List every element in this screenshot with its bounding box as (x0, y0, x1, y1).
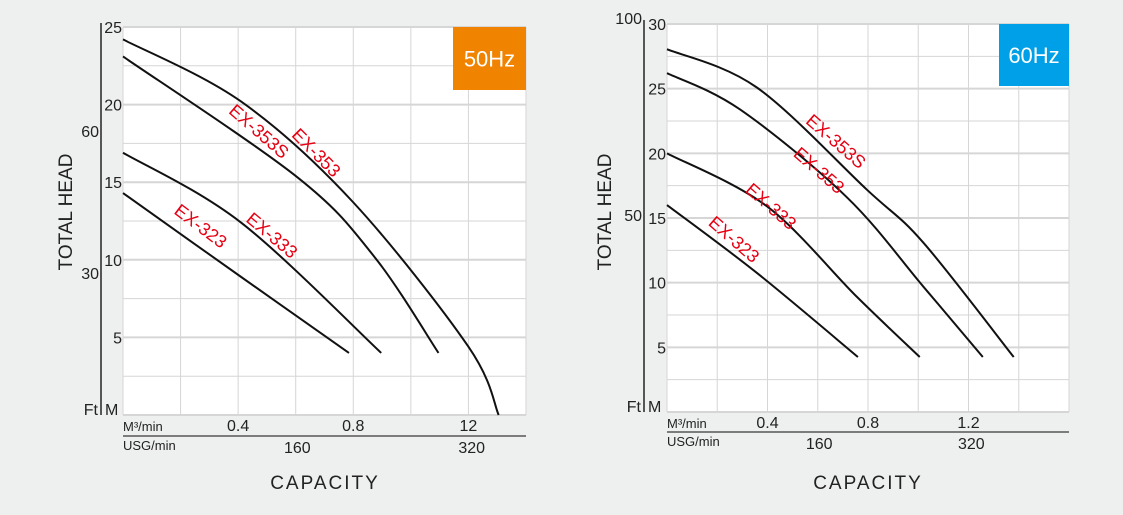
y-tick-label-m: 25 (104, 20, 122, 37)
chart-60hz: 60Hz 30 25 20 15 10 5 100 50 Ft M TOTAL HEAD M³/min 0… (595, 11, 1070, 494)
x-unit-usg: USG/min (667, 434, 720, 449)
x-tick-label-m3: 1.2 (957, 415, 979, 432)
x-axis-title: CAPACITY (813, 473, 923, 494)
x-axis-title: CAPACITY (270, 473, 380, 494)
x-tick-label-m3: 0.4 (756, 415, 778, 432)
x-unit-usg: USG/min (123, 438, 176, 453)
x-tick-label-m3: 0.8 (342, 418, 364, 435)
frequency-badge (999, 24, 1069, 86)
x-tick-label-usg: 320 (958, 436, 985, 453)
y-tick-label-m: 5 (113, 330, 122, 347)
y-tick-label-ft: 60 (81, 124, 99, 141)
curve-ex-353 (122, 55, 440, 354)
y-tick-label-ft: 50 (624, 208, 642, 225)
curve-ex-323 (666, 204, 859, 358)
frequency-badge-label: 50Hz (464, 47, 515, 72)
x-unit-m3: M³/min (667, 416, 707, 431)
x-tick-label-m3: 0.8 (857, 415, 879, 432)
y-tick-label-m: 10 (648, 276, 666, 293)
y-tick-label-m: 20 (648, 146, 666, 163)
y-tick-label-m: 15 (648, 211, 666, 228)
x-tick-label-usg: 160 (806, 436, 833, 453)
curve-ex-323 (122, 192, 350, 354)
x-tick-label-m3: 0.4 (227, 418, 249, 435)
x-tick-label-usg: 320 (458, 440, 485, 457)
y-tick-label-m: 15 (104, 175, 122, 192)
frequency-badge-label: 60Hz (1008, 43, 1059, 68)
y-unit-m: M (105, 402, 118, 419)
curve-ex-353 (666, 72, 984, 358)
frequency-badge (453, 27, 526, 90)
curve-ex-353s (122, 38, 500, 416)
y-unit-m: M (648, 399, 661, 416)
y-tick-label-m: 20 (104, 98, 122, 115)
y-tick-label-m: 10 (104, 253, 122, 270)
curve-ex-333 (122, 151, 382, 354)
y-axis-title: TOTAL HEAD (595, 154, 616, 271)
y-tick-label-m: 5 (657, 340, 666, 357)
y-axis-title: TOTAL HEAD (56, 154, 77, 271)
y-tick-label-ft: 100 (615, 11, 642, 28)
y-unit-ft: Ft (627, 399, 642, 416)
chart-50hz: 50Hz 25 20 15 10 5 60 30 Ft M TOTAL HEAD M³/min 0.4 0… (56, 20, 527, 494)
curve-ex-333 (666, 152, 921, 358)
y-tick-label-m: 30 (648, 17, 666, 34)
y-tick-label-ft: 30 (81, 266, 99, 283)
y-unit-ft: Ft (84, 402, 99, 419)
x-tick-label-usg: 160 (284, 440, 311, 457)
x-unit-m3: M³/min (123, 419, 163, 434)
y-tick-label-m: 25 (648, 82, 666, 99)
curve-ex-353s (666, 48, 1015, 358)
x-tick-label-m3: 12 (460, 418, 478, 435)
